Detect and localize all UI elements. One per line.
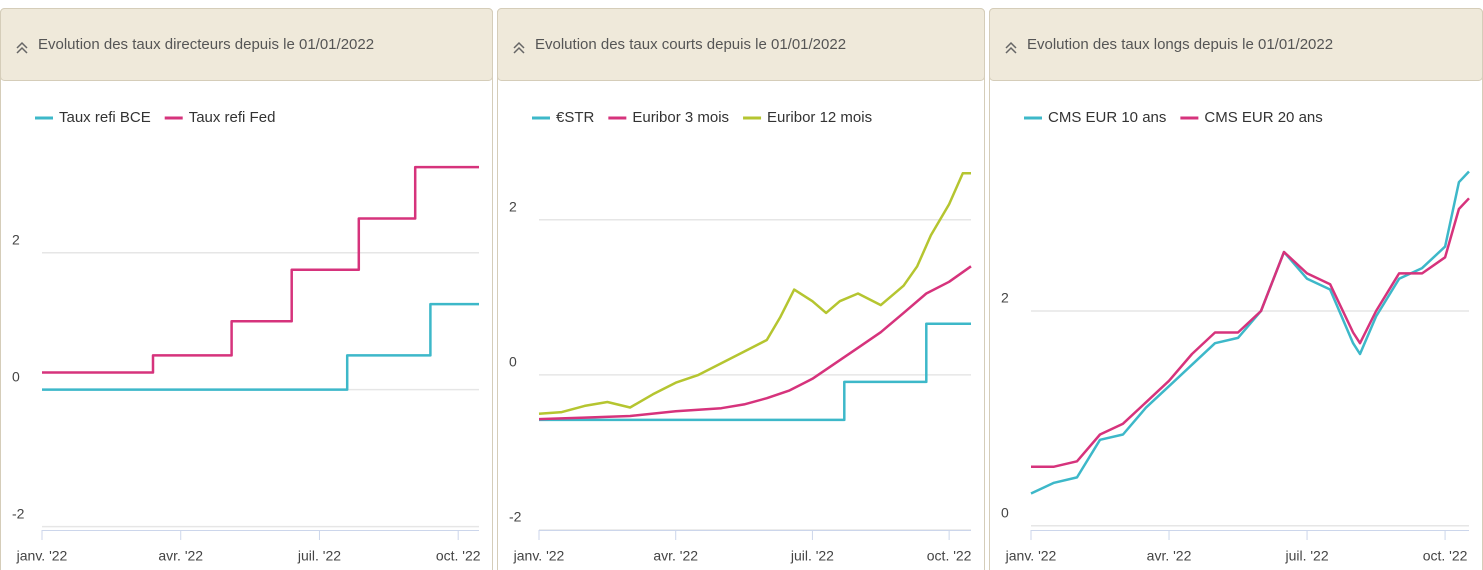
collapse-icon[interactable] [16, 41, 28, 54]
y-tick-label: 2 [12, 231, 20, 247]
series-line [42, 165, 479, 374]
x-tick-label: janv. '22 [16, 548, 68, 564]
y-tick-label: 0 [1001, 504, 1009, 520]
series-line [538, 172, 971, 415]
legend-label[interactable]: Euribor 3 mois [632, 109, 729, 126]
panel-header [0, 8, 493, 81]
y-tick-label: 0 [12, 368, 20, 384]
x-tick-label: juil. '22 [790, 548, 834, 564]
y-tick-label: 2 [509, 198, 517, 214]
x-tick-label: avr. '22 [1147, 548, 1192, 564]
panel [497, 8, 985, 570]
panel-title: Evolution des taux directeurs depuis le … [38, 36, 374, 53]
y-tick-label: -2 [12, 505, 25, 521]
x-tick-label: janv. '22 [513, 548, 565, 564]
x-tick-label: juil. '22 [1284, 548, 1328, 564]
panel-title: Evolution des taux courts depuis le 01/0… [535, 36, 846, 53]
collapse-icon[interactable] [513, 41, 525, 54]
legend-label[interactable]: Euribor 12 mois [767, 109, 872, 126]
panel [989, 8, 1483, 570]
legend-label[interactable]: CMS EUR 10 ans [1048, 109, 1166, 126]
y-tick-label: 0 [509, 354, 517, 370]
panel-header [497, 8, 985, 81]
series-line [538, 265, 972, 421]
x-tick-label: oct. '22 [927, 548, 972, 564]
series-line [1031, 197, 1470, 468]
y-tick-label: -2 [509, 509, 522, 525]
x-tick-label: avr. '22 [158, 548, 203, 564]
legend-label[interactable]: CMS EUR 20 ans [1204, 109, 1322, 126]
legend-label[interactable]: Taux refi BCE [59, 109, 151, 126]
panel [0, 8, 493, 570]
x-tick-label: avr. '22 [653, 548, 698, 564]
series-line [539, 322, 971, 422]
y-tick-label: 2 [1001, 290, 1009, 306]
legend-label[interactable]: €STR [556, 109, 595, 126]
legend-label[interactable]: Taux refi Fed [189, 109, 276, 126]
x-tick-label: oct. '22 [436, 548, 481, 564]
x-tick-label: juil. '22 [297, 548, 341, 564]
panel-title: Evolution des taux longs depuis le 01/01… [1027, 36, 1333, 53]
collapse-icon[interactable] [1005, 41, 1017, 54]
x-tick-label: oct. '22 [1423, 548, 1468, 564]
x-tick-label: janv. '22 [1005, 548, 1057, 564]
series-line [42, 302, 479, 391]
